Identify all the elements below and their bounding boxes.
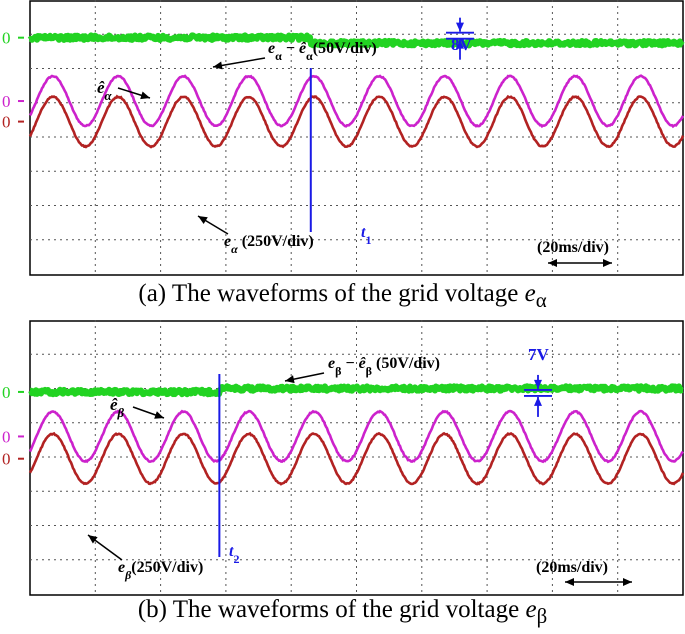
panel-b-caption-subscript: β: [536, 604, 548, 628]
grid-voltage-trace: [28, 94, 685, 149]
error-amplitude-value: 7V: [528, 345, 550, 364]
error-amplitude-value: 8V: [451, 35, 473, 54]
scope-grid: [30, 320, 683, 594]
grid-voltage-trace: [28, 431, 685, 486]
panel-b-caption-text: (b) The waveforms of the grid voltage: [137, 596, 526, 623]
panel-a-caption-text: (a) The waveforms of the grid voltage: [138, 280, 525, 307]
estimated-voltage-trace: [28, 74, 685, 129]
time-scale-label: (20ms/div): [536, 559, 608, 576]
estimate-trace-label: êα: [97, 78, 113, 103]
panel-a-caption-subscript: α: [535, 288, 547, 312]
estimate-label-arrowhead: [140, 91, 150, 100]
voltage-trace-label: eβ(250V/div): [118, 559, 203, 582]
error-trace-label: eβ − êβ (50V/div): [328, 355, 440, 378]
panel-b-caption-symbol: e: [525, 596, 537, 623]
voltage-trace-label: eα (250V/div): [224, 233, 314, 256]
time-scale-arrowhead-left: [548, 259, 557, 267]
estimation-error-trace: [27, 32, 685, 49]
time-scale-arrowhead-right: [603, 259, 612, 267]
zero-level-label: 0: [2, 450, 11, 469]
estimate-label-arrowhead: [154, 411, 164, 419]
scope-grid: [30, 0, 683, 274]
time-scale-arrowhead-left: [565, 578, 574, 586]
time-scale-arrowhead-right: [623, 578, 632, 586]
event-marker-label: t1: [361, 224, 371, 247]
error-label-arrowhead: [213, 61, 223, 70]
amplitude-arrowhead-down: [456, 22, 464, 32]
zero-level-label: 0: [2, 383, 11, 402]
zero-level-label: 0: [2, 427, 11, 446]
panel-b-caption: (b) The waveforms of the grid voltage eβ: [0, 596, 685, 629]
error-trace-label: eα − êα(50V/div): [268, 40, 377, 63]
estimate-trace-label: êβ: [110, 395, 125, 420]
voltage-label-arrowhead: [88, 535, 98, 544]
zero-level-label: 0: [2, 29, 11, 48]
panel-a-caption-symbol: e: [524, 280, 536, 307]
amplitude-arrowhead-down: [534, 379, 542, 389]
estimation-error-trace: [28, 383, 685, 398]
amplitude-arrowhead-up: [456, 39, 464, 49]
time-scale-label: (20ms/div): [537, 239, 609, 256]
panel-a-caption: (a) The waveforms of the grid voltage eα: [0, 280, 685, 313]
error-label-arrowhead: [285, 375, 295, 384]
estimated-voltage-trace: [28, 409, 684, 464]
event-marker-label: t2: [229, 543, 239, 566]
zero-level-label: 0: [2, 113, 11, 132]
panel-b-scope-screen: t2 0 0 0 eβ − êβ (50V/div) êβ eβ(250V/div) 7V (2…: [2, 320, 685, 596]
amplitude-arrowhead-up: [534, 396, 542, 406]
panel-a-scope-screen: t1 0 0 0 eα − êα(50V/div) êα eα (250V/div) 8V (2…: [2, 0, 685, 276]
voltage-label-arrowhead: [198, 216, 208, 225]
zero-level-label: 0: [2, 92, 11, 111]
